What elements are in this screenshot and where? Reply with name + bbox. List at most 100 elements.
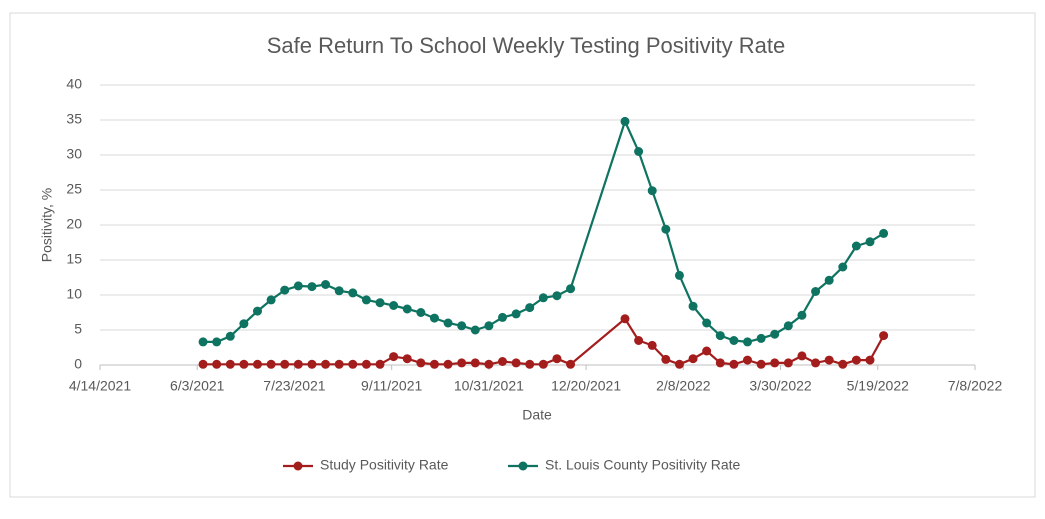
data-point [293,359,303,369]
data-point [457,321,467,331]
y-tick-label: 30 [66,146,82,162]
data-point [647,340,657,350]
data-point [402,304,412,314]
data-point [770,358,780,368]
chart-title: Safe Return To School Weekly Testing Pos… [267,33,785,58]
data-point [429,313,439,323]
data-point [280,285,290,295]
data-point [756,333,766,343]
data-point [198,337,208,347]
data-point [470,358,480,368]
data-point [634,147,644,156]
legend-swatch-marker [518,461,528,471]
data-point [212,337,222,347]
data-point [348,288,358,298]
data-point [402,354,412,364]
data-point [661,354,671,364]
data-point [797,310,807,320]
data-point [361,295,371,305]
data-point [375,298,385,308]
data-point [253,359,262,369]
data-point [729,359,739,369]
data-point [293,281,303,291]
data-point [743,337,752,347]
data-point [266,359,276,369]
data-point [511,358,521,368]
data-point [198,359,208,369]
data-point [429,359,439,369]
data-point [674,359,684,369]
data-point [838,359,848,369]
data-point [811,358,821,368]
data-point [443,318,453,328]
data-point [647,186,657,196]
data-point [416,358,426,368]
data-point [375,359,385,369]
data-point [307,282,317,292]
y-tick-label: 0 [74,356,82,372]
data-point [443,359,453,369]
data-point [239,359,249,369]
data-point [552,291,562,301]
y-axis-label: Positivity, % [39,188,55,262]
data-point [538,359,548,369]
data-point [634,336,644,345]
data-point [688,301,698,311]
data-point [470,325,480,335]
data-point [225,331,235,341]
data-point [674,270,684,280]
x-tick-label: 6/3/2021 [170,378,225,394]
data-point [797,351,807,361]
data-point [348,359,358,369]
x-tick-label: 9/11/2021 [361,378,422,394]
data-point [743,355,752,365]
data-point [865,355,875,365]
data-point [851,355,861,365]
data-point [389,352,399,362]
data-point [879,228,889,238]
legend-swatch-marker [293,461,303,471]
data-point [511,309,521,319]
data-point [361,359,371,369]
data-point [498,357,507,366]
data-point [715,331,725,341]
data-point [661,224,671,234]
data-point [389,301,399,310]
data-point [525,303,535,313]
data-point [620,116,630,126]
y-tick-label: 15 [66,251,82,267]
data-point [239,319,249,329]
data-point [783,358,793,368]
y-tick-label: 25 [66,181,82,197]
data-point [321,280,331,289]
x-tick-label: 7/23/2021 [263,378,325,394]
data-point [307,359,317,369]
data-point [770,329,780,339]
data-point [715,358,725,368]
data-point [484,359,494,369]
data-point [225,359,235,369]
data-point [688,354,698,364]
data-point [865,237,875,247]
data-point [811,287,821,296]
data-point [756,359,766,369]
data-point [484,321,494,331]
data-point [879,331,889,341]
y-tick-label: 5 [74,321,82,337]
data-point [851,241,861,251]
data-point [416,308,426,317]
data-point [321,359,331,369]
data-point [824,275,834,285]
legend-label: St. Louis County Positivity Rate [545,457,741,473]
data-point [838,262,848,272]
data-point [702,346,712,356]
y-tick-label: 20 [66,216,82,232]
x-tick-label: 2/8/2022 [656,378,711,394]
data-point [457,358,467,368]
data-point [783,321,793,331]
data-point [498,312,507,322]
x-axis-label: Date [522,407,552,423]
x-tick-label: 4/14/2021 [69,378,131,394]
x-tick-label: 7/8/2022 [948,378,1003,394]
data-point [824,355,834,365]
